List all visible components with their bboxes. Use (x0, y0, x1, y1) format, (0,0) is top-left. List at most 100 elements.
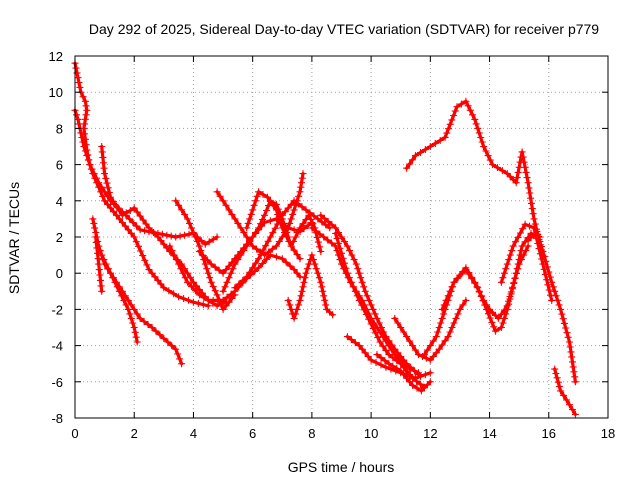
data-point (389, 354, 397, 362)
data-point (197, 237, 205, 245)
data-point (80, 143, 88, 150)
data-point (554, 378, 562, 386)
data-point (554, 296, 562, 304)
data-point (513, 174, 521, 182)
data-point (512, 179, 520, 187)
data-point (300, 278, 308, 286)
data-point (136, 212, 144, 220)
y-tick-label: 4 (56, 194, 63, 209)
data-point (502, 310, 510, 318)
data-point (406, 337, 414, 345)
data-point (184, 215, 191, 223)
data-point (351, 339, 359, 347)
series-sat-6 (98, 251, 141, 346)
data-point (448, 283, 456, 291)
data-point (454, 310, 462, 318)
x-tick-label: 8 (308, 426, 315, 441)
data-point (191, 287, 199, 295)
data-point (426, 342, 434, 350)
data-point (482, 147, 490, 155)
data-point (347, 336, 355, 344)
chart-title: Day 292 of 2025, Sidereal Day-to-day VTE… (89, 21, 599, 37)
data-point (471, 279, 479, 287)
data-point (551, 287, 559, 295)
data-point (99, 192, 107, 200)
x-tick-label: 18 (601, 426, 615, 441)
data-point (172, 197, 180, 205)
data-point (518, 148, 526, 156)
data-point (275, 238, 283, 245)
data-point (178, 206, 186, 214)
data-point (144, 321, 152, 328)
data-point (441, 133, 449, 141)
data-point (209, 283, 217, 290)
data-point (104, 265, 112, 273)
data-point (484, 310, 492, 318)
data-point (91, 224, 99, 232)
data-point (343, 333, 351, 341)
data-point (500, 314, 508, 322)
data-point (247, 210, 255, 218)
x-tick-label: 0 (71, 426, 78, 441)
data-point (435, 345, 443, 353)
data-point (227, 269, 235, 277)
data-point (296, 273, 304, 281)
data-point (571, 410, 579, 418)
data-point (363, 292, 371, 300)
data-point (320, 233, 328, 241)
data-point (122, 301, 130, 309)
data-point (312, 265, 320, 273)
data-point (75, 79, 83, 86)
data-point (527, 199, 535, 207)
data-point (409, 381, 417, 389)
data-point (372, 359, 380, 366)
data-point (77, 129, 85, 137)
data-point (259, 260, 266, 267)
data-point (225, 262, 233, 270)
data-point (243, 224, 251, 232)
data-point (509, 242, 517, 250)
data-point (477, 292, 485, 300)
data-point (166, 242, 174, 250)
data-point (111, 278, 119, 286)
data-point (124, 305, 132, 313)
data-point (130, 204, 138, 212)
data-point (539, 248, 547, 255)
data-point (290, 246, 298, 254)
data-point (110, 208, 117, 216)
data-point (303, 265, 311, 273)
series-sat-16 (317, 211, 422, 379)
data-point (512, 269, 520, 277)
data-point (474, 284, 482, 292)
data-point (391, 345, 399, 353)
data-point (436, 137, 444, 144)
data-point (393, 365, 401, 372)
data-point (234, 256, 242, 264)
data-point (353, 292, 361, 300)
data-point (372, 329, 380, 337)
data-point (409, 156, 417, 164)
data-point (126, 215, 133, 223)
x-tick-label: 4 (190, 426, 197, 441)
data-point (207, 260, 215, 268)
data-point (179, 269, 187, 277)
data-point (278, 255, 286, 263)
data-point (278, 211, 286, 219)
data-point (225, 298, 233, 306)
data-point (566, 401, 573, 409)
data-point (376, 338, 384, 346)
data-point (143, 261, 151, 269)
data-point (407, 372, 415, 380)
data-point (420, 351, 428, 359)
data-point (486, 314, 494, 322)
data-point (225, 274, 233, 282)
data-point (322, 301, 330, 309)
data-point (213, 302, 221, 310)
data-point (73, 111, 80, 119)
data-point (388, 341, 396, 349)
data-point (129, 319, 137, 327)
data-point (316, 230, 324, 238)
data-point (87, 165, 95, 173)
data-point (510, 280, 518, 287)
data-point (505, 300, 513, 308)
